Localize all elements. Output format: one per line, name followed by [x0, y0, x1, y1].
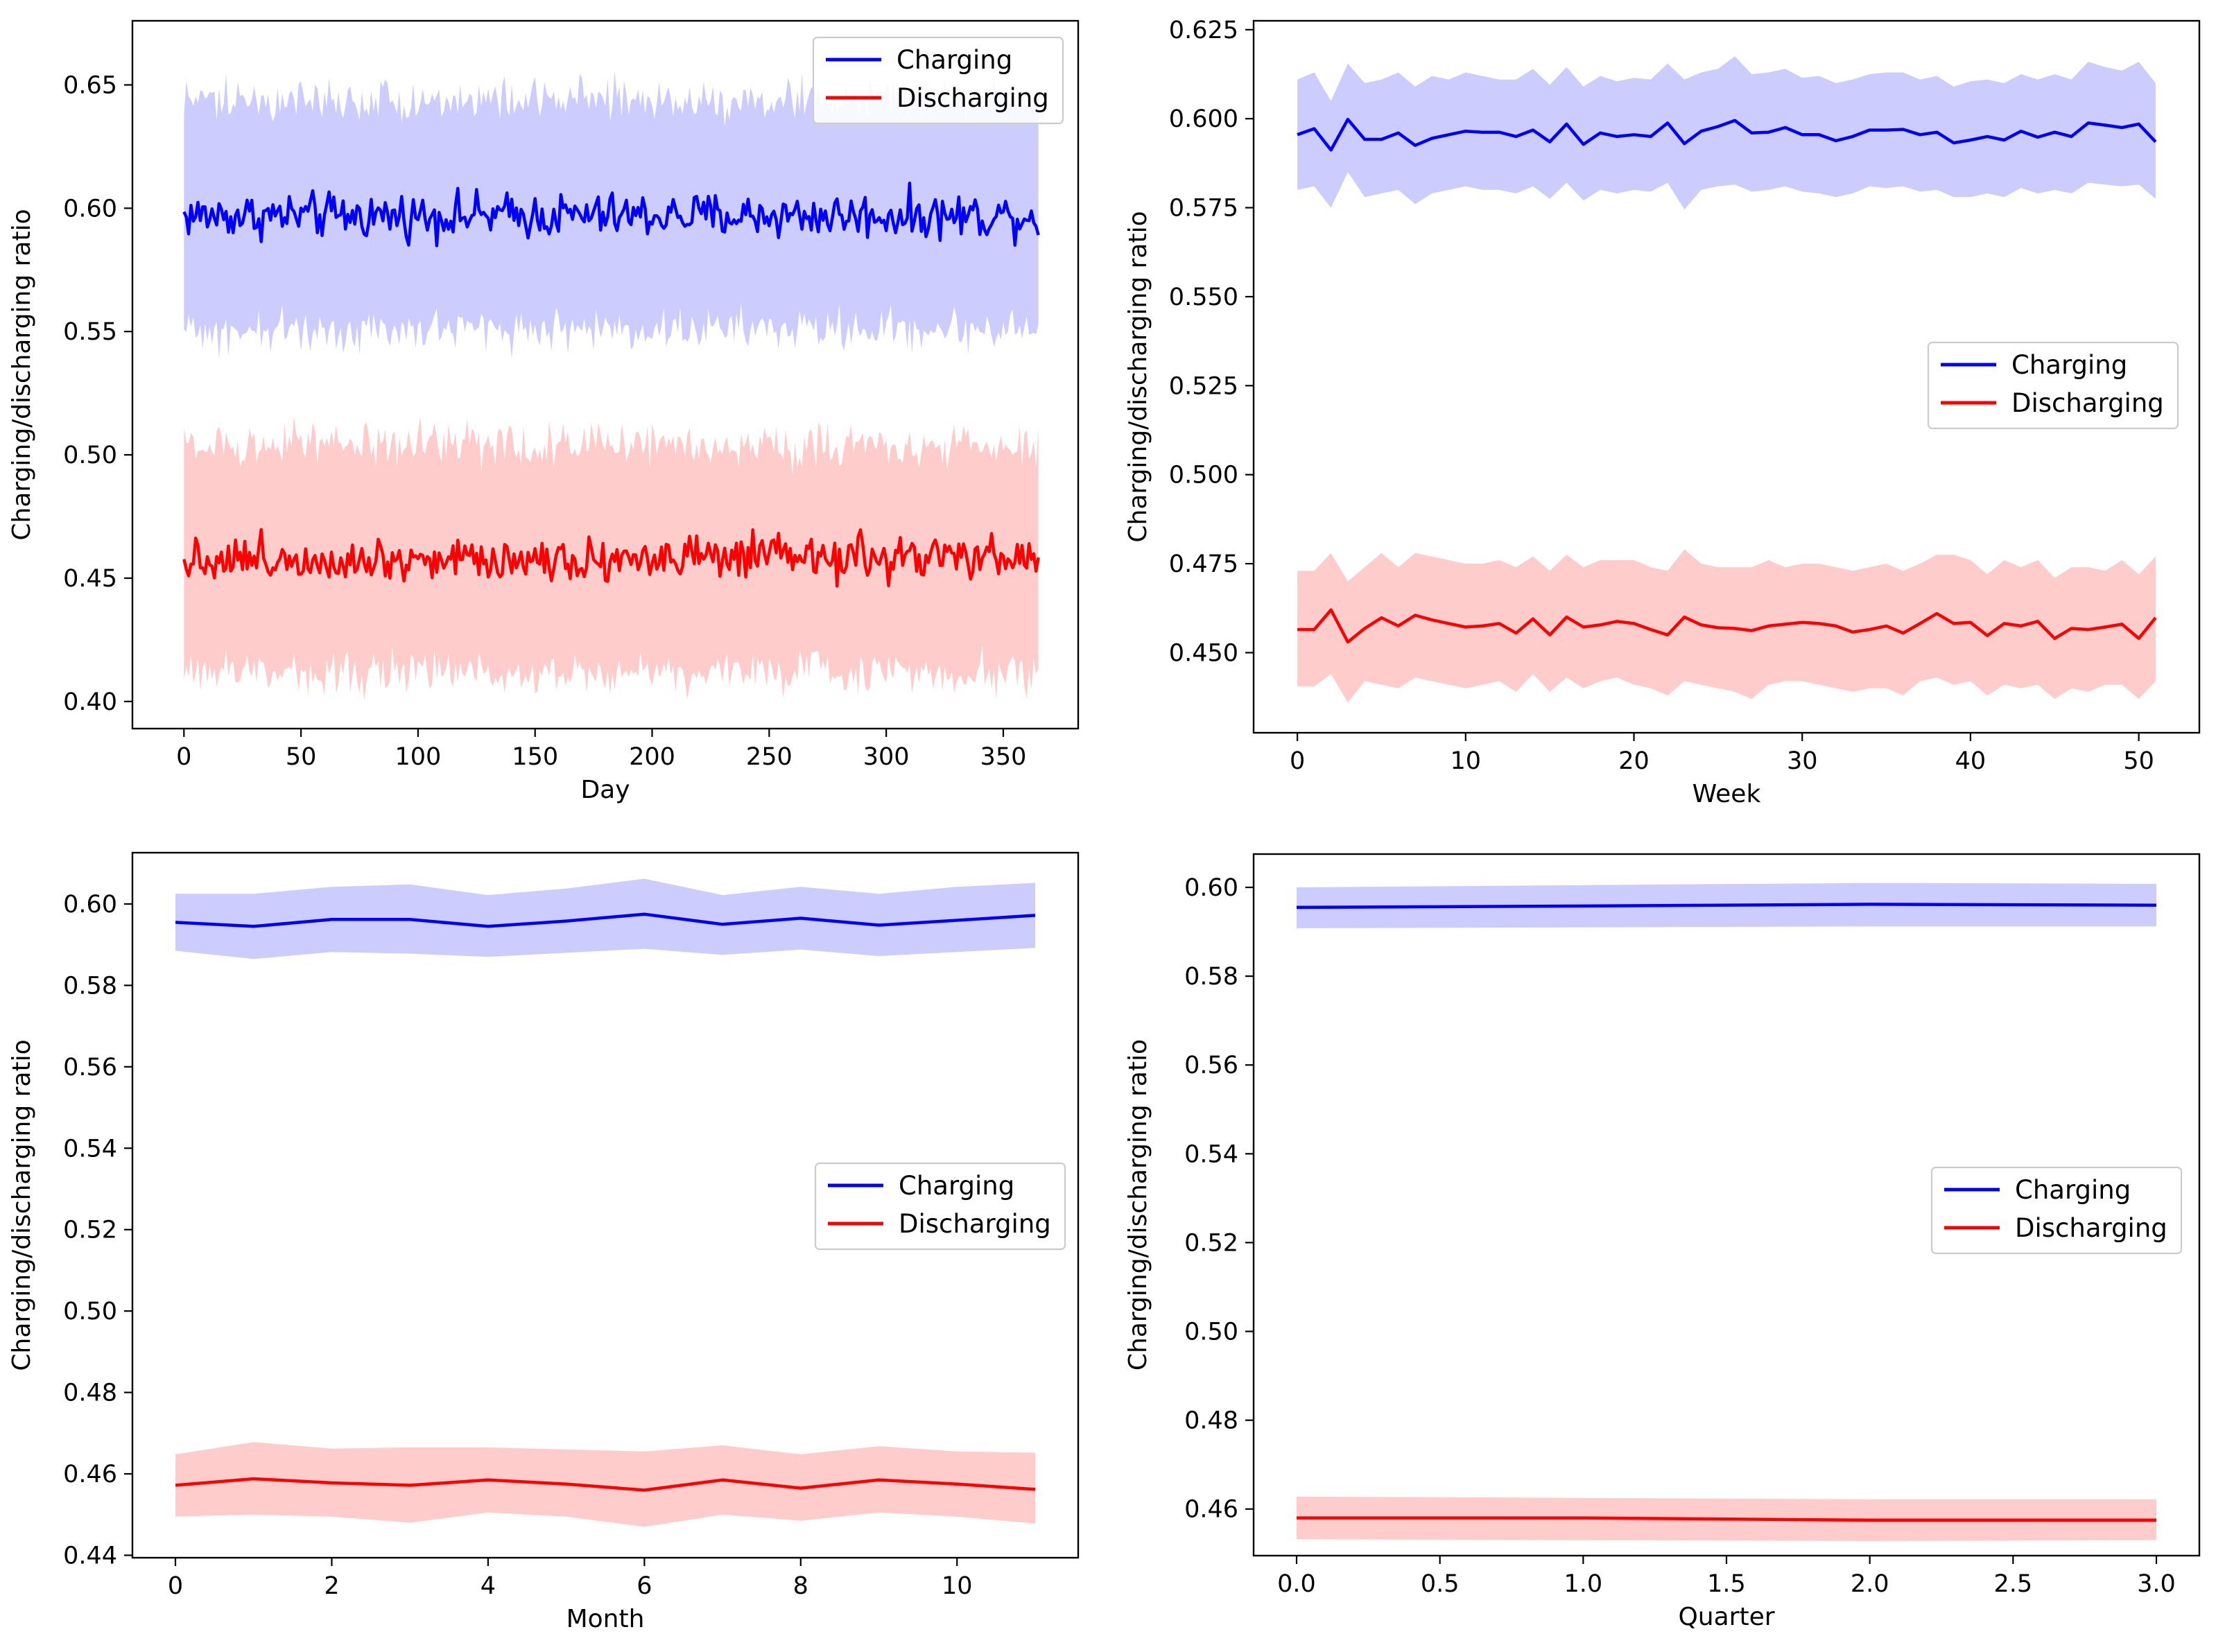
y-tick-label: 0.500 — [1169, 462, 1238, 489]
x-tick-label: 300 — [863, 743, 910, 771]
x-tick-label: 8 — [793, 1572, 808, 1600]
x-tick-label: 0 — [176, 743, 191, 771]
y-tick-label: 0.625 — [1169, 17, 1238, 44]
y-tick-label: 0.56 — [63, 1054, 117, 1081]
legend-label-discharging: Discharging — [899, 1209, 1051, 1239]
discharging-std-band — [175, 1442, 1035, 1527]
y-tick-label: 0.475 — [1169, 550, 1238, 578]
y-tick-label: 0.550 — [1169, 284, 1238, 311]
charging-series-line — [175, 912, 1036, 928]
y-tick-label: 0.60 — [63, 891, 117, 919]
y-tick-label: 0.48 — [63, 1380, 117, 1407]
y-tick-label: 0.450 — [1169, 639, 1238, 667]
legend-label-charging: Charging — [899, 1171, 1014, 1201]
y-axis-label: Charging/discharging ratio — [8, 209, 36, 540]
y-tick-label: 0.40 — [63, 688, 117, 716]
x-tick-label: 50 — [286, 743, 317, 771]
x-tick-label: 20 — [1618, 747, 1650, 775]
y-tick-label: 0.46 — [1184, 1496, 1238, 1524]
y-tick-label: 0.50 — [1184, 1319, 1238, 1346]
x-tick-label: 0.0 — [1277, 1570, 1316, 1598]
quarterly-chart-panel: 0.0 0.5 1.0 1.5 2.0 2.5 3.0 0.46 0.48 0.50 0.52 0.5… — [1124, 853, 2201, 1631]
y-tick-label: 0.44 — [63, 1542, 117, 1570]
charging-std-band — [184, 71, 1039, 359]
legend: Charging Discharging — [1930, 1166, 2183, 1255]
charging-series-line — [1296, 903, 2157, 910]
y-tick-label: 0.65 — [63, 71, 117, 99]
x-tick-label: 250 — [746, 743, 793, 771]
y-tick-label: 0.58 — [1184, 963, 1238, 991]
legend-label-charging: Charging — [2015, 1175, 2131, 1205]
y-tick-label: 0.50 — [63, 1298, 117, 1325]
x-tick-label: 1.5 — [1707, 1570, 1746, 1598]
y-tick-label: 0.50 — [63, 442, 117, 469]
x-tick-label: 150 — [512, 743, 558, 771]
discharging-series-line — [182, 528, 1040, 588]
x-axis-label: Day — [580, 776, 630, 804]
x-axis-label: Quarter — [1678, 1603, 1774, 1631]
charging-std-band — [1297, 56, 2156, 210]
monthly-chart-panel: 0 2 4 6 8 10 0.44 0.46 0.48 0.50 0.52 0.54 0.56 0.58 0… — [8, 851, 1080, 1633]
x-axis-label: Month — [566, 1605, 645, 1633]
y-tick-label: 0.525 — [1169, 372, 1238, 400]
x-axis-label: Week — [1693, 780, 1761, 808]
axes-frame — [131, 19, 1080, 730]
y-axis-label: Charging/discharging ratio — [8, 1039, 36, 1371]
x-tick-label: 4 — [481, 1572, 496, 1600]
y-tick-label: 0.60 — [63, 195, 117, 223]
y-tick-label: 0.46 — [63, 1461, 117, 1488]
x-tick-label: 3.0 — [2137, 1570, 2176, 1598]
charging-series-line — [1297, 117, 2157, 152]
x-tick-label: 50 — [2123, 747, 2154, 775]
y-tick-label: 0.54 — [1184, 1140, 1238, 1168]
x-tick-label: 2 — [324, 1572, 339, 1600]
x-tick-label: 6 — [637, 1572, 652, 1600]
x-tick-label: 40 — [1955, 747, 1986, 775]
x-tick-label: 350 — [980, 743, 1027, 771]
y-tick-label: 0.56 — [1184, 1052, 1238, 1079]
axes-frame — [131, 851, 1080, 1559]
discharging-series-line — [175, 1477, 1036, 1492]
charging-series-line — [182, 182, 1040, 247]
y-tick-label: 0.54 — [63, 1135, 117, 1163]
legend-label-charging: Charging — [897, 45, 1012, 75]
y-tick-label: 0.52 — [63, 1217, 117, 1244]
legend-label-discharging: Discharging — [2015, 1213, 2167, 1243]
y-axis-label: Charging/discharging ratio — [1124, 1039, 1152, 1371]
weekly-chart-panel: 0 10 20 30 40 50 0.450 0.475 0.500 0.525 0.550 0.57… — [1124, 17, 2201, 808]
y-tick-label: 0.600 — [1169, 105, 1238, 133]
discharging-std-band — [1297, 549, 2156, 703]
daily-chart-panel: 0 50 100 150 200 250 300 350 0.40 0.45 0.50 0.55 0.6… — [8, 19, 1080, 804]
y-tick-label: 0.55 — [63, 318, 117, 346]
legend-label-discharging: Discharging — [897, 83, 1049, 113]
legend-label-discharging: Discharging — [2011, 388, 2164, 418]
y-tick-label: 0.575 — [1169, 195, 1238, 223]
x-tick-label: 0 — [168, 1572, 183, 1600]
y-tick-label: 0.45 — [63, 565, 117, 593]
x-tick-label: 10 — [942, 1572, 973, 1600]
legend: Charging Discharging — [812, 36, 1064, 125]
x-tick-label: 10 — [1451, 747, 1482, 775]
x-tick-label: 0.5 — [1421, 1570, 1460, 1598]
discharging-series-line — [1297, 1516, 2156, 1522]
x-tick-label: 1.0 — [1564, 1570, 1602, 1598]
legend: Charging Discharging — [814, 1162, 1066, 1251]
x-tick-label: 100 — [395, 743, 441, 771]
x-tick-label: 0 — [1290, 747, 1305, 775]
y-axis-label: Charging/discharging ratio — [1124, 211, 1152, 542]
y-tick-label: 0.48 — [1184, 1407, 1238, 1435]
x-tick-label: 2.5 — [1993, 1570, 2032, 1598]
x-tick-label: 30 — [1787, 747, 1818, 775]
axes-frame — [1252, 19, 2201, 734]
x-tick-label: 200 — [629, 743, 675, 771]
y-tick-label: 0.52 — [1184, 1229, 1238, 1257]
y-tick-label: 0.58 — [63, 972, 117, 1000]
legend-label-charging: Charging — [2011, 350, 2127, 380]
legend: Charging Discharging — [1927, 341, 2179, 430]
y-tick-label: 0.60 — [1184, 874, 1238, 902]
discharging-series-line — [1297, 608, 2157, 644]
x-tick-label: 2.0 — [1851, 1570, 1889, 1598]
